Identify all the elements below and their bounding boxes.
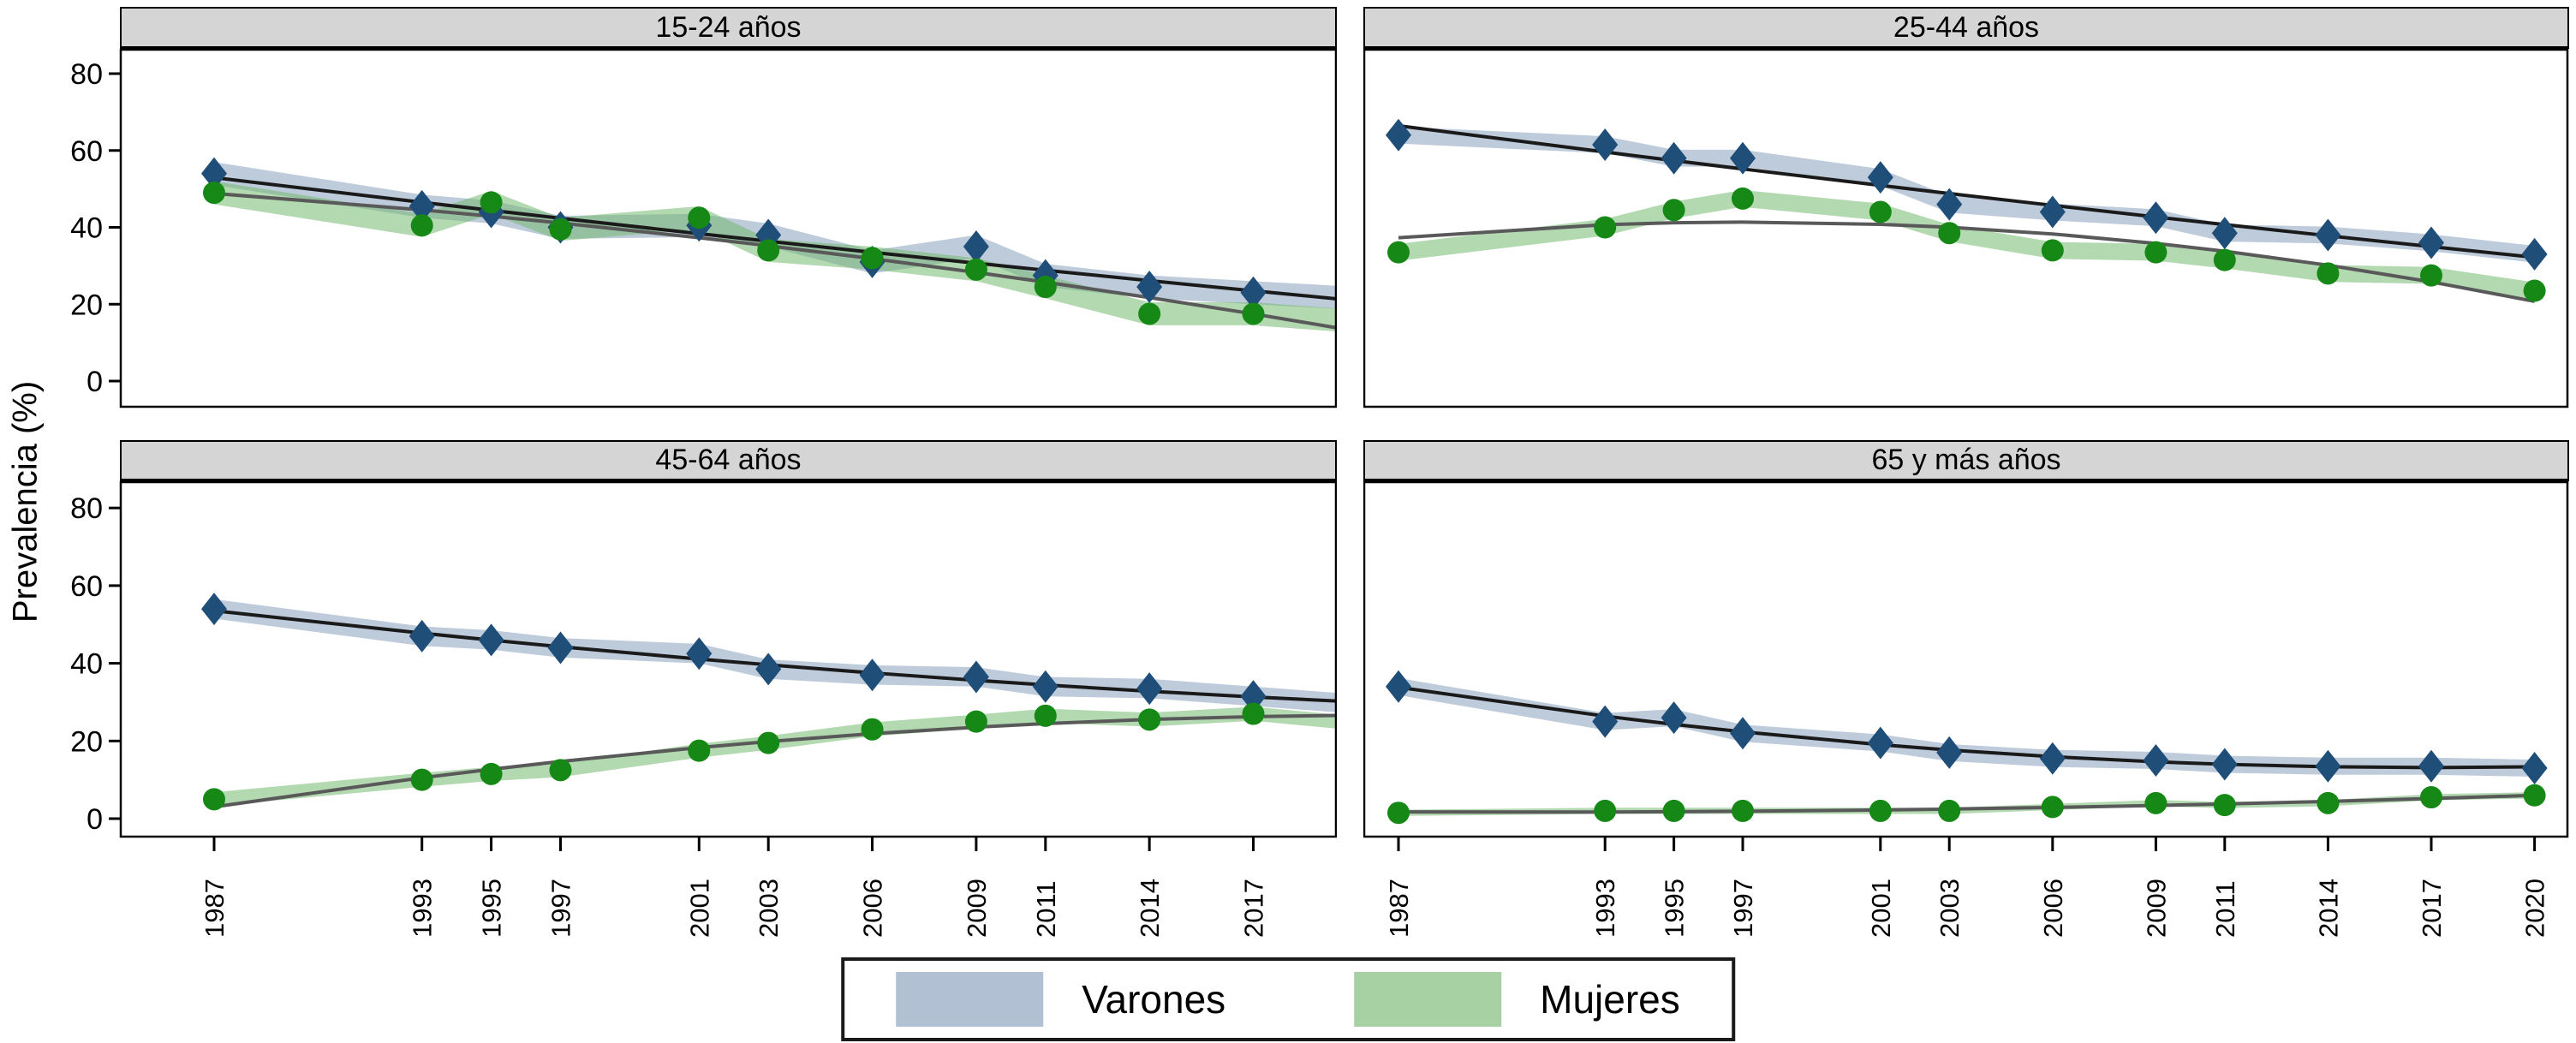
svg-text:2011: 2011 [1031,880,1061,938]
legend-entry-varones: Varones [896,972,1225,1027]
svg-text:2009: 2009 [962,879,992,938]
panel-title: 45-64 años [655,444,802,476]
panel-header-25-44: 25-44 años [1363,7,2569,49]
panel-header-45-64: 45-64 años [120,440,1337,481]
panel-title: 65 y más años [1871,444,2061,476]
svg-text:2001: 2001 [1866,879,1896,938]
svg-text:2020: 2020 [2520,879,2550,938]
svg-text:0: 0 [86,366,103,398]
svg-text:1993: 1993 [408,879,438,938]
panel-title: 15-24 años [655,10,802,44]
svg-text:2009: 2009 [2141,879,2171,938]
panel-title: 25-44 años [1893,10,2040,44]
svg-text:2001: 2001 [684,879,714,938]
mujeres-label: Mujeres [1540,977,1680,1022]
panel-header-65-mas: 65 y más años [1363,440,2569,481]
svg-text:60: 60 [70,135,103,168]
svg-text:80: 80 [70,58,103,91]
y-axis-title: Prevalencia (%) [6,380,45,623]
plot-area-25-44 [1363,49,2569,408]
svg-text:80: 80 [70,492,103,525]
svg-text:2017: 2017 [2417,879,2447,938]
legend: Varones Mujeres [841,957,1735,1041]
varones-swatch [896,972,1044,1027]
svg-text:2011: 2011 [2210,880,2240,938]
svg-text:2014: 2014 [2313,879,2343,938]
svg-text:2014: 2014 [1135,879,1165,938]
plot-area-15-24: 0 20 40 60 80 [70,49,1337,408]
svg-text:2006: 2006 [2038,879,2068,938]
svg-text:2003: 2003 [1935,879,1965,938]
svg-text:20: 20 [70,725,103,758]
svg-text:40: 40 [70,648,103,681]
svg-text:0: 0 [86,803,103,836]
svg-text:40: 40 [70,212,103,245]
svg-text:2006: 2006 [858,879,888,938]
mujeres-swatch [1354,972,1502,1027]
plot-area-45-64: 0 20 40 60 80 1987 1993 1995 1997 2001 2003 2006 200… [70,481,1337,938]
svg-text:2003: 2003 [754,879,784,938]
svg-text:1995: 1995 [477,879,507,938]
svg-text:60: 60 [70,570,103,603]
svg-text:20: 20 [70,289,103,321]
svg-text:1987: 1987 [200,879,230,938]
svg-text:1987: 1987 [1384,879,1414,938]
svg-text:1997: 1997 [1728,879,1758,938]
varones-label: Varones [1082,977,1226,1022]
svg-text:2017: 2017 [1239,879,1269,938]
legend-entry-mujeres: Mujeres [1354,972,1680,1027]
svg-text:1993: 1993 [1590,879,1620,938]
svg-text:1997: 1997 [546,879,576,938]
plot-area-65-mas: 1987 1993 1995 1997 2001 2003 2006 2009 2011 2014… [1363,481,2569,938]
panel-header-15-24: 15-24 años [120,7,1337,49]
svg-text:1995: 1995 [1660,879,1690,938]
